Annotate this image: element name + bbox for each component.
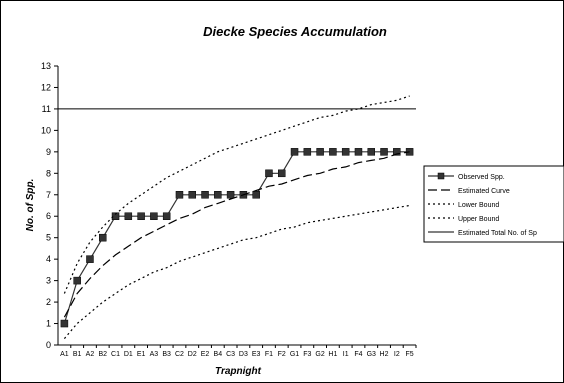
x-tick-label: I2 (394, 351, 400, 358)
observed-point (252, 191, 260, 199)
x-tick-label: E3 (252, 351, 261, 358)
observed-point (214, 191, 222, 199)
legend-box (423, 165, 564, 243)
observed-point (137, 212, 145, 220)
x-tick-label: D2 (188, 351, 197, 358)
x-tick-label: G2 (315, 351, 324, 358)
observed-point (99, 233, 107, 242)
x-tick-label: H1 (328, 351, 337, 358)
y-tick-label: 6 (46, 211, 51, 221)
x-tick-label: A2 (86, 351, 95, 358)
x-tick-label: F4 (354, 351, 362, 358)
x-tick-label: D1 (124, 351, 133, 358)
series-line-0 (63, 151, 410, 324)
legend-label-0: Observed Spp. (458, 174, 505, 181)
x-tick-label: G3 (367, 351, 376, 358)
x-tick-label: C1 (111, 351, 120, 358)
observed-point (380, 148, 388, 156)
series-line-2 (63, 204, 410, 339)
observed-point (86, 255, 94, 263)
observed-point (278, 169, 286, 178)
y-tick-label: 7 (46, 190, 51, 200)
series-line-1 (63, 151, 410, 318)
x-axis-title: Trapnight (215, 366, 262, 377)
x-tick-label: F3 (303, 351, 311, 358)
chart-title: Diecke Species Accumulation (203, 24, 387, 39)
observed-point (111, 212, 120, 220)
y-tick-label: 12 (41, 82, 51, 92)
y-tick-label: 8 (46, 168, 51, 178)
legend-label-1: Estimated Curve (458, 188, 510, 195)
observed-point (265, 169, 273, 178)
legend-label-4: Estimated Total No. of Sp (458, 230, 537, 237)
observed-point (367, 148, 375, 156)
observed-point (60, 319, 69, 328)
observed-point (393, 148, 401, 156)
observed-point (188, 191, 196, 199)
legend-label-2: Lower Bound (458, 202, 499, 209)
observed-point (226, 191, 235, 199)
x-tick-label: I1 (343, 351, 349, 358)
y-tick-label: 0 (46, 340, 51, 350)
x-tick-label: B1 (73, 351, 82, 358)
x-tick-label: D3 (239, 351, 248, 358)
observed-point (201, 191, 209, 199)
observed-point (150, 212, 158, 220)
x-tick-label: E1 (137, 351, 146, 358)
series-line-3 (63, 95, 410, 294)
y-tick-label: 5 (46, 233, 51, 243)
observed-point (303, 148, 312, 156)
legend-label-3: Upper Bound (458, 216, 499, 223)
y-tick-label: 2 (46, 297, 51, 307)
y-tick-label: 9 (46, 147, 51, 157)
observed-point (175, 191, 184, 199)
y-tick-label: 10 (41, 125, 51, 135)
observed-point (341, 148, 350, 156)
x-tick-label: B3 (162, 351, 171, 358)
x-tick-label: A3 (150, 351, 159, 358)
x-tick-label: H2 (380, 351, 389, 358)
y-tick-label: 4 (46, 254, 51, 264)
y-tick-label: 3 (46, 276, 51, 286)
y-tick-label: 13 (41, 61, 51, 71)
observed-point (124, 212, 133, 220)
x-tick-label: E2 (201, 351, 210, 358)
y-tick-label: 1 (46, 319, 51, 329)
x-tick-label: F5 (406, 351, 414, 358)
observed-point (354, 148, 363, 156)
x-tick-label: B4 (214, 351, 223, 358)
observed-point (316, 148, 324, 156)
y-tick-label: 11 (42, 104, 51, 114)
x-tick-label: A1 (60, 351, 69, 358)
observed-point (329, 148, 337, 156)
legend: Observed Spp. Estimated Curve Lower Bound U… (423, 165, 564, 243)
x-tick-label: C3 (226, 351, 235, 358)
x-tick-label: G1 (290, 351, 299, 358)
y-axis-title: No. of Spp. (25, 179, 36, 232)
observed-point (162, 212, 171, 220)
x-tick-label: F2 (278, 351, 286, 358)
x-tick-label: C2 (175, 351, 184, 358)
x-tick-label: F1 (265, 351, 273, 358)
x-tick-label: B2 (98, 351, 107, 358)
legend-marker-0 (437, 172, 445, 180)
observed-point (73, 276, 81, 285)
observed-point (290, 148, 299, 156)
